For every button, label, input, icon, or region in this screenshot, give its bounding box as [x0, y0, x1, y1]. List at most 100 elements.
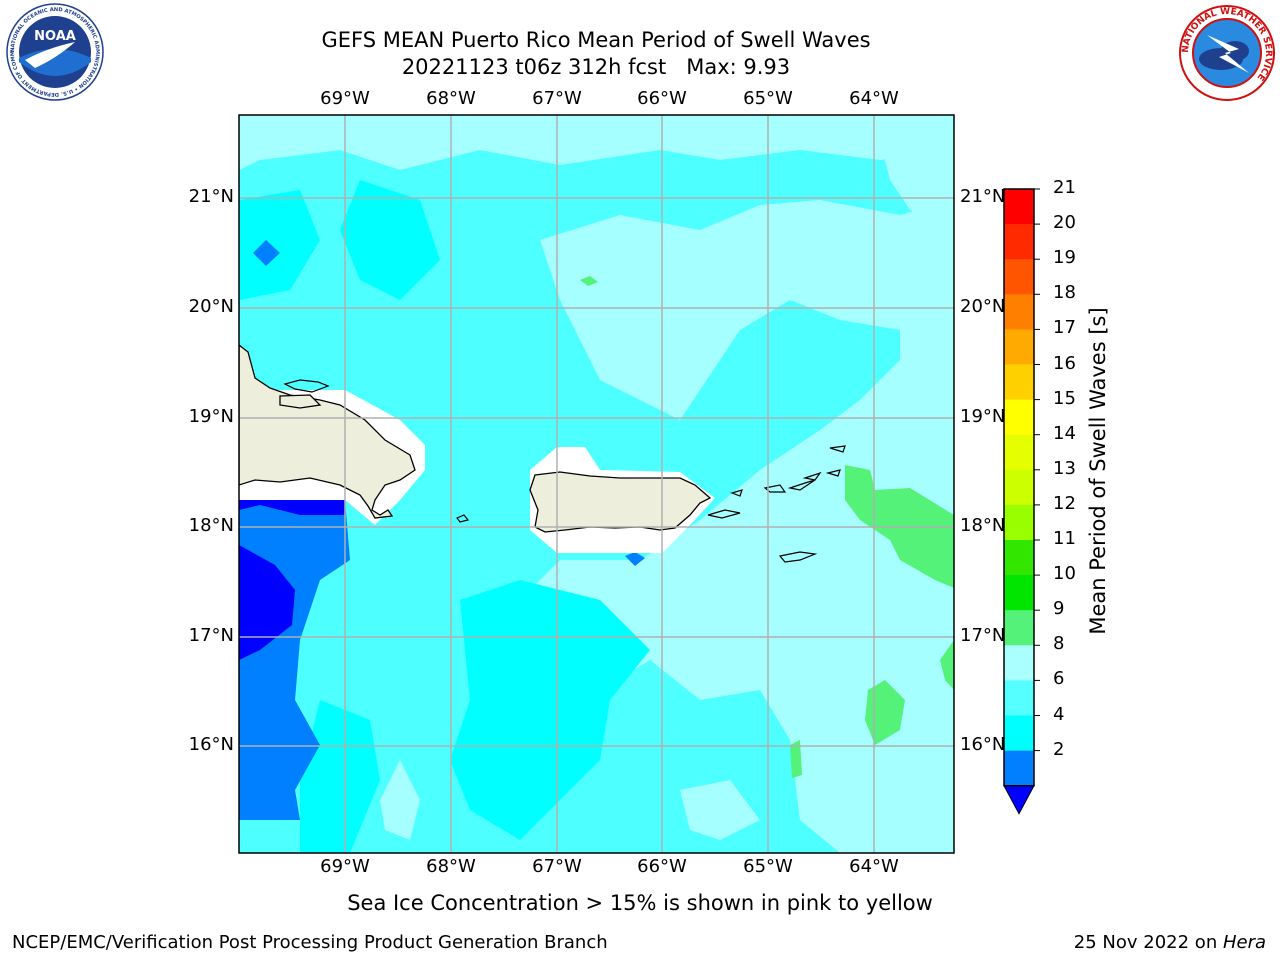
lat-label-right-16n: 16°N: [960, 734, 1006, 755]
contour-cyan-south: [450, 580, 650, 840]
lat-label-left-17n: 17°N: [188, 625, 234, 646]
swell-period-field: [239, 115, 954, 853]
machine-name: Hera: [1222, 932, 1266, 953]
colorbar-swatch: [1004, 399, 1034, 436]
colorbar-swatch: [1004, 189, 1034, 225]
land-puerto-rico: [529, 471, 712, 533]
lat-label-right-18n: 18°N: [960, 515, 1006, 536]
lon-label-bottom-64w: 64°W: [849, 856, 899, 877]
colorbar-swatch: [1004, 364, 1034, 400]
contour-green-east2: [940, 640, 954, 690]
colorbar-tick-label: 10: [1053, 563, 1076, 585]
colorbar-swatch: [1004, 294, 1034, 330]
land-virgin-islands-4: [802, 471, 822, 481]
colorbar-swatch: [1004, 575, 1034, 611]
lon-label-top-68w: 68°W: [426, 88, 476, 109]
contour-light-nw: [239, 115, 954, 170]
lat-label-left-16n: 16°N: [188, 734, 234, 755]
nws-logo: NATIONAL WEATHER SERVICE: [1179, 5, 1275, 101]
contour-green-n: [580, 276, 598, 286]
colorbar-tick-label: 6: [1053, 668, 1065, 690]
contour-light-s2: [680, 780, 760, 840]
colorbar-frame: [1003, 188, 1035, 787]
colorbar-tick-label: 15: [1053, 387, 1076, 409]
noaa-logo: NOAA NATIONAL OCEANIC AND ATMOSPHERIC AD…: [5, 2, 104, 101]
lat-label-left-21n: 21°N: [188, 186, 234, 207]
lon-label-bottom-68w: 68°W: [426, 856, 476, 877]
colorbar-tick-label: 12: [1053, 492, 1076, 514]
colorbar-swatch: [1004, 259, 1034, 295]
contour-cyan-north: [340, 180, 440, 300]
lat-label-left-19n: 19°N: [188, 406, 234, 427]
colorbar-tick-label: 18: [1053, 282, 1076, 304]
contour-light-mid: [700, 530, 770, 600]
noaa-logo-text: NOAA: [34, 29, 76, 44]
land-hispaniola-peninsula: [279, 394, 322, 409]
lat-label-left-18n: 18°N: [188, 515, 234, 536]
colorbar-tick-label: 14: [1053, 422, 1076, 444]
colorbar-swatch: [1004, 434, 1034, 471]
map-frame: [238, 114, 955, 854]
colorbar-tick-label: 11: [1053, 528, 1076, 549]
graticule: [239, 115, 954, 853]
credit-text: NCEP/EMC/Verification Post Processing Pr…: [12, 932, 608, 953]
land-vieques: [707, 509, 741, 519]
colorbar-swatch: [1004, 329, 1034, 365]
map-title: GEFS MEAN Puerto Rico Mean Period of Swe…: [321, 28, 871, 52]
land-tortuga: [283, 379, 330, 393]
colorbar-swatch: [1004, 680, 1034, 716]
contour-light-ne: [880, 120, 954, 230]
colorbar-swatch: [1004, 610, 1034, 646]
lat-label-right-17n: 17°N: [960, 625, 1006, 646]
colorbar-tick-label: 17: [1053, 317, 1076, 339]
colorbar-swatch: [1004, 504, 1034, 541]
date-text: 25 Nov 2022 on: [1073, 932, 1223, 953]
colorbar-swatch: [1004, 224, 1034, 260]
colorbar-extend-arrow: [1003, 785, 1035, 815]
lat-label-right-21n: 21°N: [960, 186, 1006, 207]
colorbar-tick-label: 13: [1053, 457, 1076, 479]
contour-blue-spot2: [625, 552, 645, 566]
lon-label-bottom-65w: 65°W: [743, 856, 793, 877]
contour-darkblue-core: [239, 545, 295, 660]
contour-blue-spot1: [253, 240, 280, 266]
contour-light-s1: [380, 760, 420, 840]
land-virgin-islands-1: [730, 489, 743, 497]
land-anegada: [829, 445, 846, 453]
lon-label-top-64w: 64°W: [849, 88, 899, 109]
sea-ice-note: Sea Ice Concentration > 15% is shown in …: [347, 891, 933, 915]
lon-label-top-67w: 67°W: [532, 88, 582, 109]
colorbar-swatch: [1004, 645, 1034, 681]
colorbar-tick-label: 16: [1053, 352, 1076, 374]
lon-label-top-65w: 65°W: [743, 88, 793, 109]
lon-label-bottom-69w: 69°W: [320, 856, 370, 877]
colorbar-tick-label: 21: [1053, 177, 1076, 198]
colorbar-tick-label: 2: [1053, 738, 1065, 760]
contour-green-s: [790, 740, 802, 778]
lat-label-left-20n: 20°N: [188, 296, 234, 317]
land-mona: [456, 514, 470, 523]
colorbar-swatch: [1004, 750, 1034, 787]
lon-label-bottom-67w: 67°W: [532, 856, 582, 877]
lon-label-top-69w: 69°W: [320, 88, 370, 109]
colorbar-tick-label: 9: [1053, 598, 1065, 620]
contour-cyan-nw: [239, 190, 320, 300]
colorbar-tick-label: 4: [1053, 703, 1065, 725]
colorbar-tick-label: 8: [1053, 633, 1065, 655]
contour-cyan-southwest: [300, 700, 380, 853]
lon-label-top-66w: 66°W: [637, 88, 687, 109]
colorbar-swatch: [1004, 469, 1034, 506]
map-subtitle: 20221123 t06z 312h fcst Max: 9.93: [401, 55, 791, 79]
contour-darkblue-west: [239, 500, 345, 515]
colorbar-swatch: [1004, 540, 1034, 576]
contour-green-se: [865, 680, 905, 745]
colorbar-tick-label: 20: [1053, 212, 1076, 234]
land-virgin-islands-5: [825, 469, 841, 477]
lat-label-right-19n: 19°N: [960, 406, 1006, 427]
date-stamp: 25 Nov 2022 on Hera: [1074, 932, 1266, 953]
land-st-croix: [778, 551, 818, 563]
lon-label-bottom-66w: 66°W: [637, 856, 687, 877]
colorbar-tick-label: 19: [1053, 247, 1076, 269]
